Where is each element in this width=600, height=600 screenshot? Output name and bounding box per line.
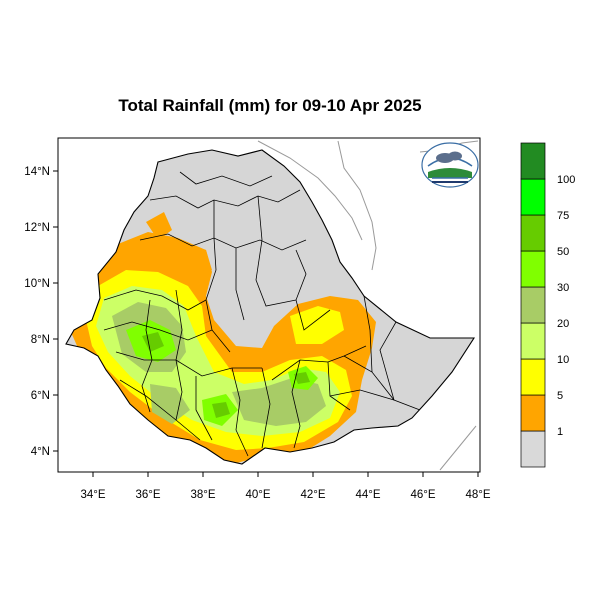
- legend-swatch: [520, 286, 546, 324]
- legend-label: 20: [557, 318, 569, 330]
- lon-tick-label: 36°E: [135, 489, 160, 501]
- legend-label: 5: [557, 390, 563, 402]
- legend-swatch: [520, 430, 546, 468]
- lat-tick-label: 12°N: [24, 222, 50, 234]
- legend-swatch: [520, 214, 546, 252]
- legend-swatch: [520, 178, 546, 216]
- legend-label: 100: [557, 174, 575, 186]
- lon-tick-label: 48°E: [465, 489, 490, 501]
- legend-label: 50: [557, 246, 569, 258]
- admin-boundaries: [103, 171, 421, 457]
- legend-swatch: [520, 142, 546, 180]
- rainfall-shading: [70, 212, 376, 464]
- lon-tick-label: 42°E: [300, 489, 325, 501]
- legend-label: 1: [557, 426, 563, 438]
- legend-swatch: [520, 394, 546, 432]
- legend-swatch: [520, 250, 546, 288]
- lon-tick-label: 44°E: [355, 489, 380, 501]
- legend-label: 75: [557, 210, 569, 222]
- lat-tick-label: 8°N: [31, 334, 50, 346]
- lon-tick-label: 46°E: [410, 489, 435, 501]
- legend-label: 30: [557, 282, 569, 294]
- axis-ticks: [53, 170, 479, 477]
- lat-tick-label: 14°N: [24, 166, 50, 178]
- rainfall-legend: 1 5 10 20 30 50 75 100: [520, 142, 575, 468]
- legend-swatch: [520, 358, 546, 396]
- lat-tick-label: 10°N: [24, 278, 50, 290]
- lon-tick-label: 40°E: [245, 489, 270, 501]
- legend-label: 10: [557, 354, 569, 366]
- longitude-labels: 34°E 36°E 38°E 40°E 42°E 44°E 46°E 48°E: [80, 489, 490, 501]
- landscape-icon: [428, 168, 472, 178]
- latitude-labels: 14°N 12°N 10°N 8°N 6°N 4°N: [24, 166, 50, 458]
- map-title: Total Rainfall (mm) for 09-10 Apr 2025: [118, 96, 422, 115]
- legend-swatch: [520, 322, 546, 360]
- lon-tick-label: 38°E: [190, 489, 215, 501]
- lon-tick-label: 34°E: [80, 489, 105, 501]
- lat-tick-label: 6°N: [31, 390, 50, 402]
- lat-tick-label: 4°N: [31, 446, 50, 458]
- ethiopian-meteorology-institute-logo: [421, 142, 479, 188]
